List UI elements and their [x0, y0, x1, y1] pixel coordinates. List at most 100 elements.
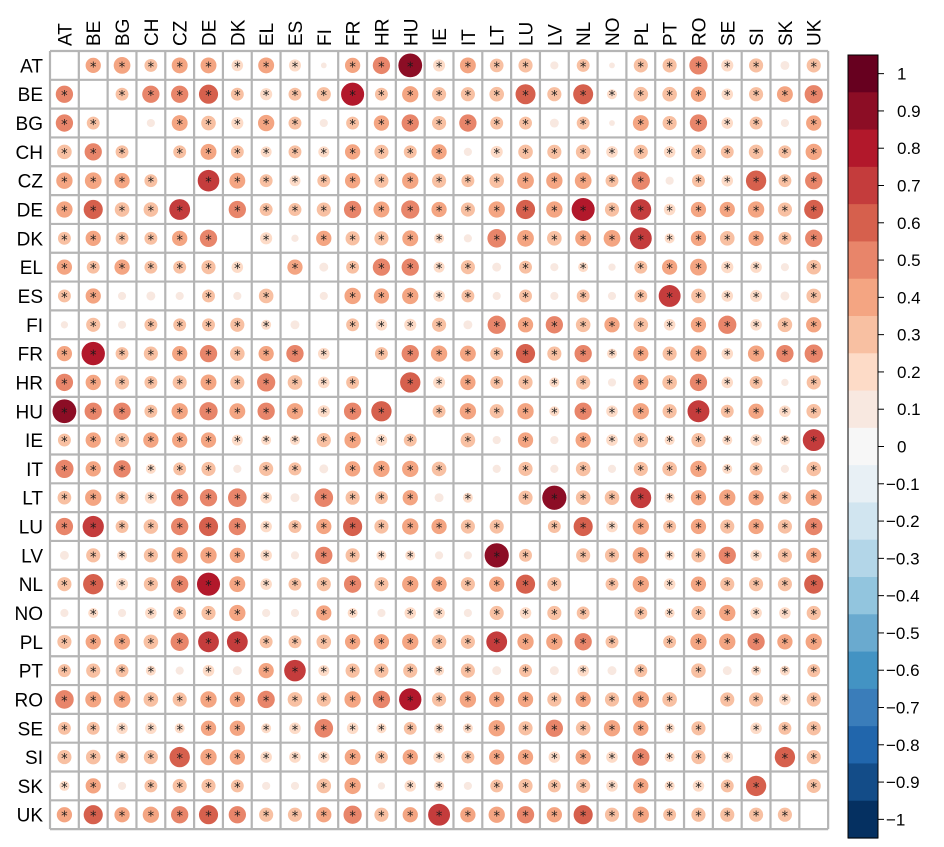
- correlation-circle: [113, 402, 131, 420]
- significance-marker: *: [782, 205, 789, 220]
- significance-marker: *: [465, 579, 472, 594]
- correlation-circle: [260, 232, 273, 245]
- column-label: IT: [459, 29, 480, 46]
- significance-marker: *: [436, 666, 443, 681]
- correlation-circle: [718, 315, 737, 334]
- column-label: ES: [286, 21, 307, 46]
- color-legend-tick-label: −0.9: [886, 773, 920, 792]
- correlation-circle: [749, 375, 763, 389]
- correlation-circle: [113, 57, 131, 74]
- correlation-circle: [606, 348, 617, 359]
- correlation-circle: [606, 89, 617, 100]
- correlation-circle: [632, 403, 649, 420]
- color-legend: [847, 54, 879, 839]
- correlation-circle: [722, 435, 733, 446]
- correlation-circle: [576, 289, 590, 303]
- significance-marker: *: [234, 349, 241, 364]
- correlation-circle: [547, 692, 562, 707]
- significance-marker: *: [148, 89, 155, 104]
- significance-marker: *: [349, 579, 356, 594]
- significance-marker: *: [753, 176, 760, 191]
- significance-marker: *: [695, 147, 702, 162]
- correlation-circle: [749, 692, 764, 707]
- correlation-circle: [749, 58, 764, 73]
- significance-marker: *: [119, 550, 126, 565]
- correlation-circle: [431, 115, 447, 131]
- correlation-circle: [144, 318, 158, 332]
- significance-marker: *: [695, 377, 702, 392]
- correlation-circle: [402, 86, 419, 103]
- correlation-circle: [144, 260, 158, 274]
- significance-marker: *: [407, 118, 414, 133]
- correlation-circle: [519, 116, 532, 130]
- correlation-circle: [258, 288, 274, 304]
- correlation-circle: [805, 633, 822, 650]
- correlation-circle: [59, 550, 69, 560]
- significance-marker: *: [465, 810, 472, 825]
- correlation-circle: [431, 173, 447, 188]
- correlation-circle: [343, 516, 363, 537]
- correlation-circle: [375, 319, 388, 331]
- correlation-circle: [172, 778, 187, 793]
- significance-marker: *: [436, 608, 443, 623]
- significance-marker: *: [90, 60, 97, 75]
- correlation-circle: [434, 493, 444, 503]
- significance-marker: *: [522, 637, 529, 652]
- significance-marker: *: [148, 666, 155, 681]
- significance-marker: *: [810, 694, 817, 709]
- correlation-circle: [115, 750, 129, 764]
- significance-marker: *: [666, 435, 673, 450]
- correlation-circle: [575, 144, 591, 160]
- correlation-circle: [316, 87, 331, 102]
- correlation-circle: [488, 201, 505, 218]
- significance-marker: *: [119, 752, 126, 767]
- significance-marker: *: [782, 810, 789, 825]
- significance-marker: *: [638, 723, 645, 738]
- correlation-circle: [691, 807, 706, 822]
- significance-marker: *: [176, 608, 183, 623]
- significance-marker: *: [349, 435, 356, 450]
- significance-marker: *: [753, 493, 760, 508]
- correlation-circle: [719, 633, 736, 650]
- correlation-circle: [431, 317, 447, 332]
- significance-marker: *: [580, 550, 587, 565]
- correlation-circle: [262, 781, 271, 790]
- correlation-circle: [259, 635, 273, 649]
- significance-marker: *: [522, 147, 529, 162]
- significance-marker: *: [638, 522, 645, 537]
- significance-marker: *: [724, 579, 731, 594]
- correlation-circle: [748, 230, 764, 246]
- significance-marker: *: [148, 233, 155, 248]
- significance-marker: *: [522, 89, 529, 104]
- correlation-circle: [749, 462, 763, 476]
- significance-marker: *: [638, 781, 645, 796]
- significance-marker: *: [292, 579, 299, 594]
- significance-marker: *: [234, 118, 241, 133]
- significance-marker: *: [407, 752, 414, 767]
- significance-marker: *: [638, 435, 645, 450]
- significance-marker: *: [321, 694, 328, 709]
- significance-marker: *: [436, 262, 443, 277]
- significance-marker: *: [580, 723, 587, 738]
- correlation-circle: [230, 779, 244, 793]
- correlation-circle: [720, 779, 734, 793]
- significance-marker: *: [810, 550, 817, 565]
- significance-marker: *: [205, 233, 212, 248]
- significance-marker: *: [148, 435, 155, 450]
- significance-marker: *: [148, 752, 155, 767]
- significance-marker: *: [724, 694, 731, 709]
- correlation-circle: [60, 608, 69, 618]
- correlation-circle: [433, 751, 445, 763]
- significance-marker: *: [551, 233, 558, 248]
- significance-marker: *: [292, 637, 299, 652]
- significance-marker: *: [695, 723, 702, 738]
- significance-marker: *: [176, 406, 183, 421]
- correlation-circle: [720, 692, 735, 707]
- significance-marker: *: [292, 752, 299, 767]
- correlation-circle: [230, 375, 245, 390]
- significance-marker: *: [119, 493, 126, 508]
- significance-marker: *: [753, 60, 760, 75]
- significance-marker: *: [753, 291, 760, 306]
- significance-marker: *: [378, 118, 385, 133]
- correlation-circle: [489, 86, 505, 102]
